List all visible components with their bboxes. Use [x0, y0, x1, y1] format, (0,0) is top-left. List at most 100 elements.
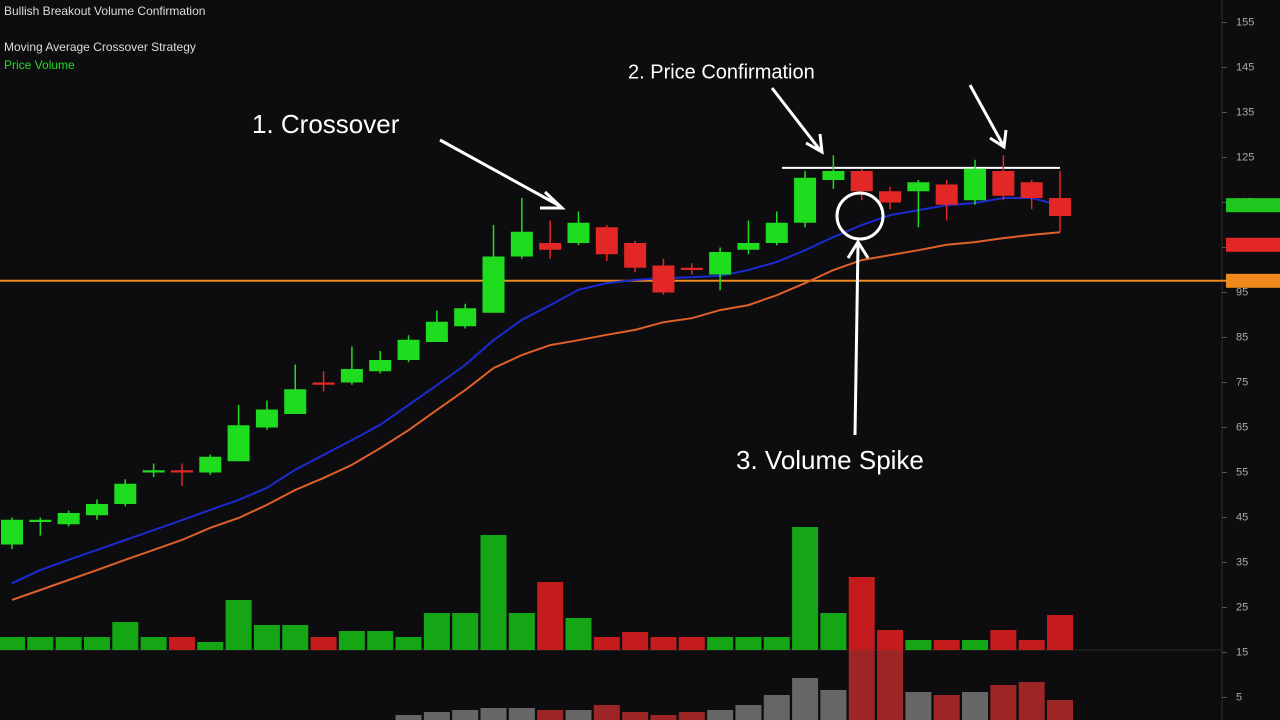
- indicator-bar: [650, 715, 677, 720]
- candle-body: [907, 182, 930, 192]
- candle-body: [822, 171, 845, 180]
- candle-body: [425, 321, 448, 342]
- indicator-bar: [452, 710, 479, 720]
- candle-body: [142, 470, 165, 473]
- indicator-bar: [537, 710, 564, 720]
- y-tick-label: 85: [1236, 331, 1248, 343]
- candle-body: [935, 184, 958, 205]
- candle-body: [340, 369, 363, 383]
- indicator-bar: [990, 685, 1017, 720]
- indicator-bar: [820, 690, 847, 720]
- indicator-bar: [480, 708, 507, 720]
- candle-body: [1, 519, 23, 545]
- y-tick-label: 25: [1236, 601, 1248, 613]
- candle-body: [369, 360, 392, 372]
- candle-body: [850, 171, 873, 192]
- candle-body: [1020, 182, 1043, 198]
- y-tick-label: 135: [1236, 106, 1254, 118]
- candle-body: [29, 519, 52, 522]
- moving-average: [11, 197, 1061, 585]
- volume-bar: [140, 637, 167, 650]
- candle-body: [992, 171, 1015, 196]
- indicator-bar: [565, 710, 592, 720]
- y-tick-label: 95: [1236, 286, 1248, 298]
- volume-bar: [1018, 640, 1045, 650]
- volume-bar: [877, 630, 904, 650]
- y-tick-label: 155: [1236, 16, 1254, 28]
- indicator-bar: [848, 650, 875, 720]
- volume-bar: [735, 637, 762, 650]
- price-tag: [1226, 237, 1280, 252]
- arrow: [439, 138, 566, 210]
- volume-bar: [168, 637, 195, 650]
- volume-bar: [990, 630, 1017, 650]
- arrow: [968, 84, 1008, 150]
- volume-bar: [338, 631, 365, 650]
- candle-body: [567, 222, 590, 243]
- candle-body: [539, 243, 562, 250]
- indicator-bar: [877, 650, 904, 720]
- candle-body: [312, 382, 335, 385]
- candle-body: [227, 425, 250, 462]
- annotation: 1. Crossover: [252, 109, 400, 139]
- volume-bar: [763, 637, 790, 650]
- indicator-bar: [905, 692, 932, 720]
- volume-bar: [452, 613, 479, 650]
- volume-bar: [253, 625, 280, 650]
- volume-bar: [423, 613, 450, 650]
- y-tick-label: 125: [1236, 151, 1254, 163]
- volume-bar: [367, 631, 394, 650]
- candle-body: [964, 168, 987, 201]
- price-tag: [1226, 273, 1280, 288]
- y-tick-label: 5: [1236, 691, 1242, 703]
- candle-body: [624, 243, 647, 268]
- header-line: Bullish Breakout Volume Confirmation: [4, 4, 205, 18]
- candle-body: [57, 513, 80, 525]
- y-tick-label: 75: [1236, 376, 1248, 388]
- highlight-circle: [835, 191, 885, 241]
- volume-bar: [792, 527, 819, 650]
- candle-body: [284, 389, 307, 414]
- volume-bar: [112, 622, 139, 650]
- candle-body: [595, 227, 618, 255]
- arrow: [770, 87, 824, 155]
- header-line: Moving Average Crossover Strategy: [4, 40, 196, 54]
- volume-bar: [27, 637, 54, 650]
- candle-body: [510, 231, 533, 257]
- annotation: 3. Volume Spike: [736, 445, 924, 475]
- volume-bar: [83, 637, 110, 650]
- volume-bar: [707, 637, 734, 650]
- volume-bar: [225, 600, 252, 650]
- annotation: 2. Price Confirmation: [628, 61, 815, 83]
- volume-bar: [593, 637, 620, 650]
- indicator-bar: [962, 692, 989, 720]
- candle-body: [255, 409, 278, 428]
- volume-bar: [622, 632, 649, 650]
- candle-body: [199, 456, 222, 473]
- volume-bar: [962, 640, 989, 650]
- candle-body: [1049, 198, 1071, 216]
- header-line: Price Volume: [4, 58, 75, 72]
- indicator-bar: [735, 705, 762, 720]
- volume-bar: [0, 637, 25, 650]
- volume-bar: [905, 640, 932, 650]
- y-tick-label: 35: [1236, 556, 1248, 568]
- volume-bar: [678, 637, 705, 650]
- indicator-bar: [763, 695, 790, 720]
- volume-bar: [848, 577, 875, 650]
- indicator-bar: [707, 710, 734, 720]
- indicator-bar: [1047, 700, 1073, 720]
- volume-bar: [197, 642, 224, 650]
- marks: 1551451351251151059585756555453525155: [0, 16, 1280, 720]
- indicator-bar: [1018, 682, 1045, 720]
- volume-bar: [480, 535, 507, 650]
- indicator-bar: [622, 712, 649, 720]
- candle-body: [794, 177, 817, 223]
- candle-body: [454, 308, 477, 327]
- y-tick-label: 55: [1236, 466, 1248, 478]
- indicator-bar: [593, 705, 620, 720]
- candle-body: [482, 256, 505, 313]
- volume-bar: [537, 582, 564, 650]
- indicator-bar: [508, 708, 535, 720]
